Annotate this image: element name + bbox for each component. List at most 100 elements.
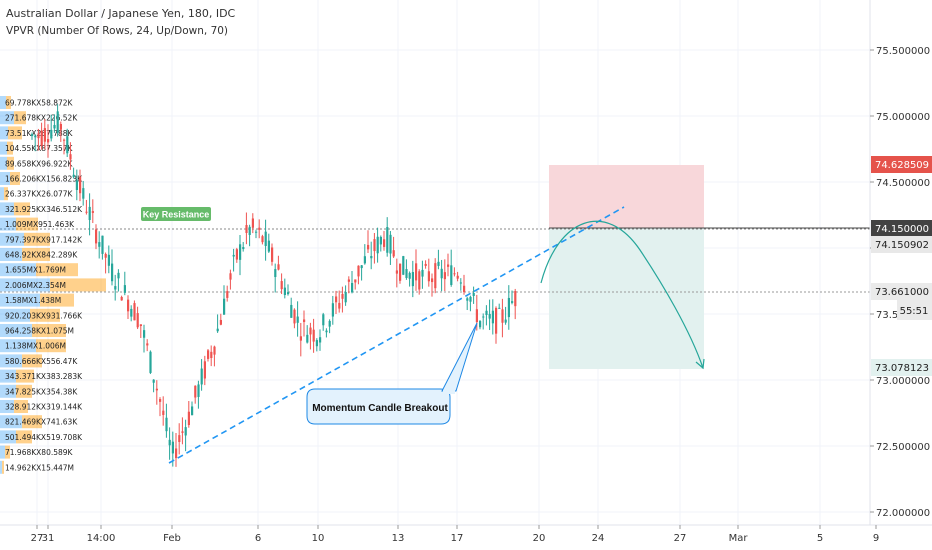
volume-profile-up-bar: [0, 202, 14, 216]
volume-profile-label: 166.206KX156.823K: [5, 175, 83, 184]
candle-down: [447, 264, 450, 267]
candle-up: [482, 316, 485, 318]
price-tick-label: 72.000000: [876, 508, 930, 519]
candle-down: [40, 130, 43, 146]
candle-down: [347, 279, 350, 282]
candle-down: [187, 411, 190, 426]
candle-down: [443, 272, 446, 280]
candle-up: [325, 330, 328, 333]
volume-profile-label: 964.258KX1.075M: [5, 327, 74, 336]
price-tick-label: 74.500000: [876, 178, 930, 189]
candle-up: [171, 441, 174, 454]
time-tick-label: 31: [42, 533, 55, 544]
volume-profile-up-bar: [0, 217, 16, 231]
volume-profile-label: 501.494KX519.708K: [5, 433, 83, 442]
volume-profile-label: 69.778KX58.872K: [5, 99, 74, 108]
candle-up: [421, 269, 424, 277]
candle-down: [95, 229, 98, 244]
candle-up: [370, 256, 373, 259]
candle-up: [351, 283, 354, 293]
candle-up: [389, 234, 392, 254]
volume-profile-up-bar: [0, 156, 7, 170]
candle-down: [453, 273, 456, 275]
candle-down: [162, 410, 165, 415]
candle-down: [309, 327, 312, 335]
stop-price-tag-text: 74.628509: [875, 160, 929, 171]
volume-profile-down-bar: [16, 217, 38, 231]
candle-up: [264, 231, 267, 247]
volume-profile-up-bar: [0, 324, 32, 337]
candle-up: [143, 330, 146, 338]
chart-title: Australian Dollar / Japanese Yen, 180, I…: [6, 7, 236, 20]
candle-down: [434, 263, 437, 289]
candle-up: [152, 379, 155, 383]
volume-profile-up-bar: [0, 415, 22, 429]
candle-down: [178, 435, 181, 443]
volume-profile-down-bar: [22, 354, 42, 368]
candle-up: [283, 287, 286, 295]
candle-up: [56, 111, 59, 133]
candle-down: [475, 309, 478, 323]
candle-down: [303, 319, 306, 323]
candle-down: [501, 309, 504, 323]
candle-up: [31, 134, 34, 137]
volume-profile-label: 648.92KX842.289K: [5, 251, 78, 260]
candle-down: [159, 399, 162, 402]
volume-profile-down-bar: [36, 263, 78, 277]
volume-profile-up-bar: [0, 172, 10, 185]
candle-up: [53, 124, 56, 129]
volume-profile-down-bar: [14, 111, 26, 125]
candle-up: [200, 368, 203, 385]
candle-down: [194, 385, 197, 398]
candle-up: [405, 269, 408, 278]
volume-profile-down-bar: [10, 172, 20, 185]
price-axis[interactable]: 75.50000075.00000074.50000074.00000073.5…: [870, 46, 930, 519]
candle-down: [251, 218, 254, 228]
candle-down: [91, 211, 94, 213]
candle-up: [197, 384, 200, 397]
price-tick-label: 75.000000: [876, 112, 930, 123]
candle-up: [216, 328, 219, 332]
volume-profile-up-bar: [0, 111, 14, 125]
candle-down: [335, 296, 338, 303]
key-resistance-label: Key Resistance: [143, 210, 210, 220]
volume-profile-up-bar: [0, 460, 2, 474]
take-profit-zone: [549, 228, 704, 369]
candle-up: [363, 256, 366, 264]
time-tick-label: 14:00: [87, 533, 116, 544]
candle-up: [223, 298, 226, 315]
volume-profile-up-bar: [0, 445, 5, 459]
volume-profile-down-bar: [14, 202, 30, 216]
candle-up: [50, 129, 53, 139]
volume-profile-up-bar: [0, 126, 8, 140]
volume-profile-down-bar: [32, 324, 66, 337]
candle-down: [155, 388, 158, 391]
candle-down: [383, 239, 386, 247]
volume-profile-label: 821.469KX741.63K: [5, 418, 78, 427]
candle-down: [226, 291, 229, 298]
candle-down: [63, 139, 66, 141]
candle-down: [235, 249, 238, 260]
volume-profile-label: 1.138MX1.006M: [5, 342, 66, 351]
volume-profile-up-bar: [0, 232, 24, 246]
candle-down: [69, 154, 72, 160]
candle-up: [165, 417, 168, 432]
candle-up: [123, 285, 126, 293]
candle-down: [245, 225, 248, 233]
ascending-trendline[interactable]: [168, 206, 625, 464]
candle-up: [184, 427, 187, 436]
candle-down: [280, 281, 283, 290]
volume-profile-label: 14.962KX15.447M: [5, 463, 74, 472]
countdown-tag-text: 55:51: [900, 306, 929, 317]
volume-profile-label: 321.925KX346.512K: [5, 205, 83, 214]
countdown-tag: [897, 300, 932, 320]
candle-up: [331, 303, 334, 317]
volume-profile-down-bar: [6, 96, 11, 109]
volume-profile-up-bar: [0, 430, 16, 444]
time-tick-label: 9: [873, 533, 879, 544]
candle-down: [514, 291, 517, 307]
key-resistance-label-bg: [141, 207, 211, 221]
candle-up: [504, 319, 507, 323]
